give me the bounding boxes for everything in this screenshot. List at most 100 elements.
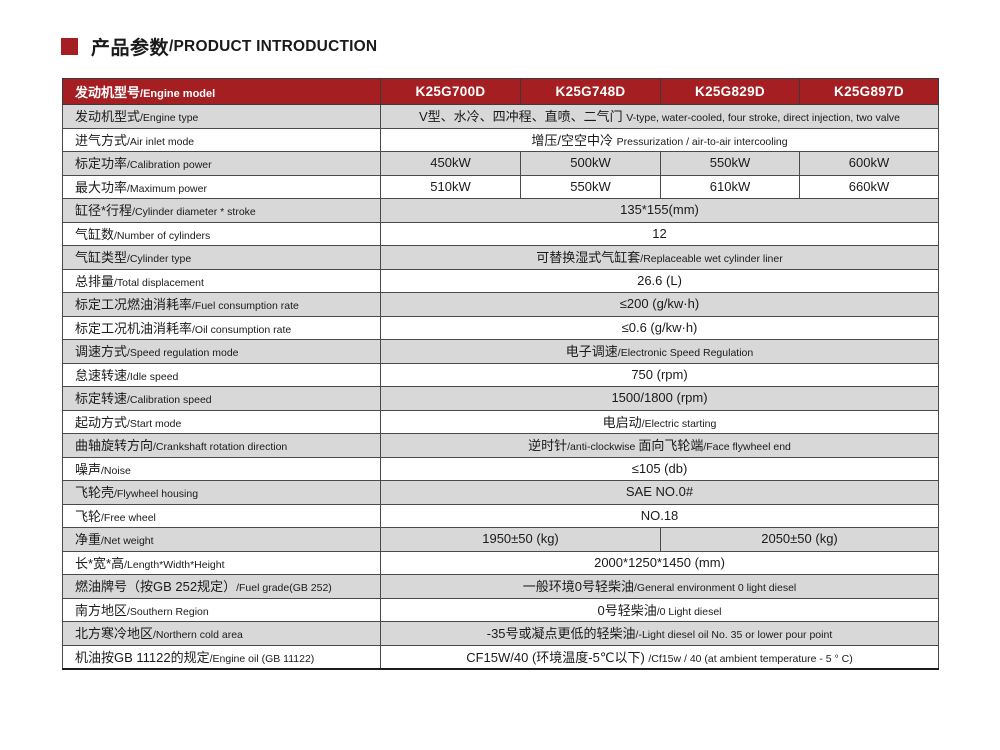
text-cn: 净重 xyxy=(75,532,102,548)
page-title-cn: 产品参数 xyxy=(91,38,170,59)
text-cn: 电启动 xyxy=(602,414,642,430)
text-cn: 增压/空空中冷 xyxy=(531,132,617,148)
spec-row-label: 飞轮壳/Flywheel housing xyxy=(62,480,381,505)
text-cn: 2000*1250*1450 (mm) xyxy=(594,554,725,570)
spec-row: 气缸类型/Cylinder type 可替换湿式气缸套/Replaceable w… xyxy=(62,245,939,270)
text-cn: ≤0.6 (g/kw·h) xyxy=(621,319,698,335)
spec-value-cell: 2000*1250*1450 (mm) xyxy=(380,550,939,575)
spec-value-cell: 550kW xyxy=(520,174,661,199)
spec-value-cell: 一般环境0号轻柴油/General environment 0 light di… xyxy=(380,574,939,599)
text-cn: 标定转速 xyxy=(75,391,128,407)
text-cn: 逆时针 xyxy=(528,438,568,454)
text-cn: 1950±50 (kg) xyxy=(482,531,559,547)
spec-row: 怠速转速/Idle speed 750 (rpm) xyxy=(62,362,939,387)
text-cn: 550kW xyxy=(570,178,611,194)
text-en: /Cylinder diameter * stroke xyxy=(132,206,256,219)
text-en: /Engine type xyxy=(140,112,199,125)
text-cn: 510kW xyxy=(430,178,471,194)
text-en: /Calibration power xyxy=(127,159,212,172)
text-en: /Crankshaft rotation direction xyxy=(153,441,288,454)
text-cn: 2050±50 (kg) xyxy=(761,531,838,547)
spec-value-cell: 750 (rpm) xyxy=(380,362,939,387)
spec-value-cell: 610kW xyxy=(660,174,800,199)
spec-value-cell: 660kW xyxy=(799,174,939,199)
spec-value-cell: 510kW xyxy=(380,174,521,199)
spec-value-cell: SAE NO.0# xyxy=(380,480,939,505)
spec-row: 飞轮/Free wheel NO.18 xyxy=(62,503,939,528)
spec-row: 净重/Net weight 1950±50 (kg) 2050±50 (kg) xyxy=(62,527,939,552)
header-model-1: K25G748D xyxy=(520,78,661,105)
text-cn: SAE NO.0# xyxy=(625,484,694,500)
spec-row: 燃油牌号（按GB 252规定）/Fuel grade(GB 252) 一般环境0号… xyxy=(62,574,939,599)
text-en: /Engine oil (GB 11122) xyxy=(209,652,315,665)
text-en: /Speed regulation mode xyxy=(127,347,239,360)
spec-row: 气缸数/Number of cylinders 12 xyxy=(62,221,939,246)
text-en: /Engine model xyxy=(140,87,216,100)
text-en: /anti-clockwise xyxy=(567,441,639,454)
spec-row: 标定功率/Calibration power 450kW 500kW 550kW 600… xyxy=(62,151,939,176)
spec-value-cell: 600kW xyxy=(799,151,939,176)
page-title: 产品参数 /PRODUCT INTRODUCTION xyxy=(61,33,377,60)
text-en: /Face flywheel end xyxy=(703,441,791,454)
spec-value-cell: 增压/空空中冷 Pressurization / air-to-air inte… xyxy=(380,127,939,152)
spec-row: 起动方式/Start mode 电启动/Electric starting xyxy=(62,409,939,434)
text-cn: 450kW xyxy=(430,155,471,171)
text-en: /Length*Width*Height xyxy=(124,558,225,571)
spec-row-label: 标定工况燃油消耗率/Fuel consumption rate xyxy=(62,292,381,317)
spec-value-cell: 2050±50 (kg) xyxy=(660,527,939,552)
text-cn: ≤105 (db) xyxy=(631,460,688,476)
spec-row: 总排量/Total displacement 26.6 (L) xyxy=(62,268,939,293)
text-cn: 最大功率 xyxy=(75,179,128,195)
text-en: /Fuel consumption rate xyxy=(192,300,299,313)
spec-value-cell: 电启动/Electric starting xyxy=(380,409,939,434)
spec-row-label: 最大功率/Maximum power xyxy=(62,174,381,199)
text-cn: 气缸类型 xyxy=(75,250,128,266)
text-cn: 燃油牌号（按GB 252规定） xyxy=(75,579,237,595)
text-cn: 发动机型式 xyxy=(75,109,141,125)
spec-row: 发动机型式/Engine type V型、水冷、四冲程、直喷、二气门 V-type… xyxy=(62,104,939,129)
spec-value-cell: 550kW xyxy=(660,151,800,176)
spec-row-label: 标定转速/Calibration speed xyxy=(62,386,381,411)
text-cn: 面向飞轮端 xyxy=(638,438,704,454)
spec-row: 缸径*行程/Cylinder diameter * stroke 135*155(… xyxy=(62,198,939,223)
spec-row: 南方地区/Southern Region 0号轻柴油/0 Light diesel xyxy=(62,597,939,622)
text-en: /Calibration speed xyxy=(127,394,212,407)
text-cn: 660kW xyxy=(848,178,890,194)
spec-value-cell: 500kW xyxy=(520,151,661,176)
spec-table-header: 发动机型号/Engine model K25G700D K25G748D K25G82… xyxy=(62,78,939,105)
spec-row: 最大功率/Maximum power 510kW 550kW 610kW 660kW xyxy=(62,174,939,199)
text-en: /Fuel grade(GB 252) xyxy=(236,582,332,595)
text-en: /Net weight xyxy=(101,535,154,548)
header-model-3: K25G897D xyxy=(799,78,939,105)
text-cn: CF15W/40 (环境温度-5℃以下) xyxy=(466,649,649,665)
text-cn: 一般环境0号轻柴油 xyxy=(522,579,634,595)
text-cn: 标定功率 xyxy=(75,156,128,172)
text-cn: 发动机型号 xyxy=(75,84,141,100)
spec-row: 机油按GB 11122的规定/Engine oil (GB 11122) CF15… xyxy=(62,644,939,670)
text-cn: 标定工况燃油消耗率 xyxy=(75,297,193,313)
text-en: /-Light diesel oil No. 35 or lower pour … xyxy=(635,629,833,642)
text-cn: 曲轴旋转方向 xyxy=(75,438,154,454)
text-en: /Oil consumption rate xyxy=(192,323,292,336)
text-cn: 怠速转速 xyxy=(75,367,128,383)
spec-row-label: 调速方式/Speed regulation mode xyxy=(62,339,381,364)
text-en: /Northern cold area xyxy=(153,629,243,642)
spec-value-cell: ≤0.6 (g/kw·h) xyxy=(380,315,939,340)
text-cn: 600kW xyxy=(848,155,890,171)
spec-value-cell: ≤105 (db) xyxy=(380,456,939,481)
header-model-2: K25G829D xyxy=(660,78,800,105)
text-cn: 550kW xyxy=(709,155,751,171)
text-en: /Electric starting xyxy=(641,417,717,430)
spec-value-cell: NO.18 xyxy=(380,503,939,528)
spec-row-label: 标定工况机油消耗率/Oil consumption rate xyxy=(62,315,381,340)
spec-row-label: 南方地区/Southern Region xyxy=(62,597,381,622)
text-cn: 进气方式 xyxy=(75,132,128,148)
spec-value-cell: 0号轻柴油/0 Light diesel xyxy=(380,597,939,622)
spec-row: 噪声/Noise ≤105 (db) xyxy=(62,456,939,481)
text-cn: 飞轮 xyxy=(75,508,102,524)
text-cn: 噪声 xyxy=(75,461,102,477)
header-engine-model-label: 发动机型号/Engine model xyxy=(62,78,381,105)
text-cn: 长*宽*高 xyxy=(75,555,125,571)
text-cn: 南方地区 xyxy=(75,602,128,618)
spec-row-label: 标定功率/Calibration power xyxy=(62,151,381,176)
